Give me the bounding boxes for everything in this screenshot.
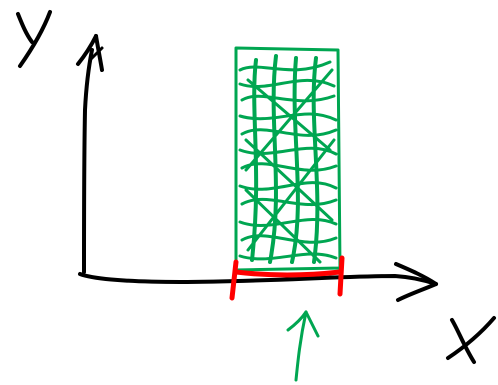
interval-right-tick: [337, 255, 345, 297]
x-axis: [78, 262, 438, 302]
pointer-arrow: [286, 310, 320, 382]
bar-hatching: [238, 54, 338, 264]
y-axis: [76, 34, 104, 274]
red-interval: [229, 255, 345, 301]
y-axis-label: y: [16, 10, 52, 68]
shaded-bar: [234, 46, 342, 272]
interval-left-tick: [229, 259, 239, 301]
x-axis-label: x: [446, 316, 496, 364]
